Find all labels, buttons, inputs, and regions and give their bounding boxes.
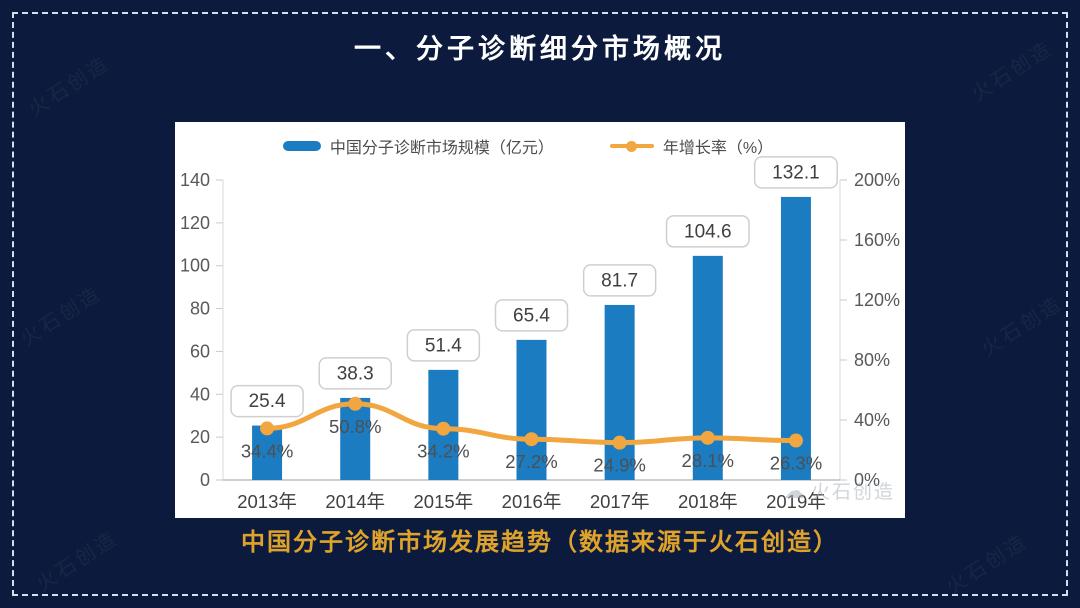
bar-value-label-2016年: 65.4 bbox=[513, 305, 550, 326]
bar-value-box bbox=[318, 357, 392, 390]
market-size-growth-combo-chart: 0 20 40 60 80 100 120 140 0% 40% 80% 120% 160% 200% 34… bbox=[180, 156, 900, 512]
line-dot-icon bbox=[626, 140, 638, 152]
bar-value-label-2018年: 104.6 bbox=[684, 221, 732, 242]
background-watermark: 火石创造 bbox=[16, 282, 106, 351]
legend-item-market-size: 中国分子诊断市场规模（亿元） bbox=[282, 134, 554, 158]
bar-value-label-2013年: 25.4 bbox=[249, 391, 286, 412]
bar-series-swatch-icon bbox=[282, 141, 321, 151]
background-watermark: 火石创造 bbox=[977, 292, 1067, 361]
line-series-swatch-icon bbox=[609, 140, 654, 152]
line-point-2019年 bbox=[788, 433, 803, 448]
growth-rate-label-2019年: 26.3% bbox=[770, 453, 822, 474]
bar-value-box bbox=[582, 264, 657, 297]
bar-2016年 bbox=[516, 339, 547, 480]
right-axis-tick-label: 160% bbox=[854, 230, 900, 250]
right-axis-tick-label: 120% bbox=[854, 290, 900, 310]
line-point-2013年 bbox=[260, 421, 275, 436]
x-axis-label-2016年: 2016年 bbox=[502, 491, 562, 512]
chart-caption: 中国分子诊断市场发展趋势（数据来源于火石创造） bbox=[241, 529, 839, 556]
cloud-logo-icon: ☁ bbox=[782, 477, 807, 503]
legend-label-growth-rate: 年增长率（%） bbox=[662, 140, 774, 157]
growth-rate-label-2018年: 28.1% bbox=[682, 450, 734, 471]
line-point-2018年 bbox=[700, 430, 715, 445]
right-axis-tick-label: 80% bbox=[854, 350, 890, 370]
left-axis-tick-label: 80 bbox=[190, 299, 210, 319]
chart-legend: 中国分子诊断市场规模（亿元） 年增长率（%） bbox=[163, 128, 893, 164]
growth-rate-label-2014年: 50.8% bbox=[329, 416, 381, 437]
x-axis-label-2017年: 2017年 bbox=[590, 491, 650, 512]
bar-2019年 bbox=[780, 196, 811, 480]
bar-value-box bbox=[753, 156, 838, 189]
x-axis-label-2018年: 2018年 bbox=[678, 491, 738, 512]
x-axis-label-2013年: 2013年 bbox=[237, 491, 297, 512]
firestone-watermark: ☁ 火石创造 bbox=[783, 477, 895, 504]
bar-value-label-2014年: 38.3 bbox=[337, 363, 374, 384]
bar-value-label-2019年: 132.1 bbox=[772, 162, 820, 183]
right-axis-tick-label: 40% bbox=[854, 410, 890, 430]
left-axis-tick-label: 20 bbox=[190, 427, 210, 447]
bar-value-box bbox=[665, 215, 750, 248]
bar-value-box bbox=[494, 299, 569, 332]
line-point-2016年 bbox=[524, 432, 539, 447]
right-axis-tick-label: 0% bbox=[854, 470, 880, 490]
left-axis-tick-label: 120 bbox=[180, 213, 210, 233]
x-axis-label-2014年: 2014年 bbox=[325, 491, 385, 512]
line-point-2015年 bbox=[436, 421, 451, 436]
left-axis-tick-label: 0 bbox=[200, 470, 210, 490]
x-axis-label-2019年: 2019年 bbox=[766, 491, 826, 512]
left-axis-tick-label: 60 bbox=[190, 341, 210, 361]
chart-panel: 0 20 40 60 80 100 120 140 0% 40% 80% 120% 160% 200% 34… bbox=[175, 122, 905, 518]
left-axis-tick-label: 100 bbox=[180, 256, 210, 276]
growth-rate-label-2015年: 34.2% bbox=[417, 441, 469, 462]
bar-value-box bbox=[230, 384, 304, 418]
right-axis-tick-label: 200% bbox=[854, 170, 900, 190]
bar-value-box bbox=[406, 329, 481, 362]
slide-title: 一、分子诊断细分市场概况 bbox=[354, 34, 726, 64]
growth-rate-label-2017年: 24.9% bbox=[593, 455, 645, 476]
growth-rate-label-2013年: 34.4% bbox=[241, 440, 293, 461]
left-axis-tick-label: 40 bbox=[190, 384, 210, 404]
left-axis-tick-label: 140 bbox=[180, 170, 210, 190]
bar-2017年 bbox=[604, 304, 635, 480]
firestone-watermark-text: 火石创造 bbox=[810, 482, 895, 503]
bar-value-label-2015年: 51.4 bbox=[425, 335, 462, 356]
legend-label-market-size: 中国分子诊断市场规模（亿元） bbox=[329, 140, 554, 157]
bar-2018年 bbox=[692, 255, 723, 480]
bar-value-label-2017年: 81.7 bbox=[601, 270, 638, 291]
line-point-2014年 bbox=[348, 396, 363, 411]
growth-rate-label-2016年: 27.2% bbox=[505, 451, 557, 472]
legend-item-growth-rate: 年增长率（%） bbox=[609, 134, 774, 158]
line-point-2017年 bbox=[612, 435, 627, 450]
x-axis-label-2015年: 2015年 bbox=[414, 491, 474, 512]
bar-2014年 bbox=[340, 397, 371, 480]
